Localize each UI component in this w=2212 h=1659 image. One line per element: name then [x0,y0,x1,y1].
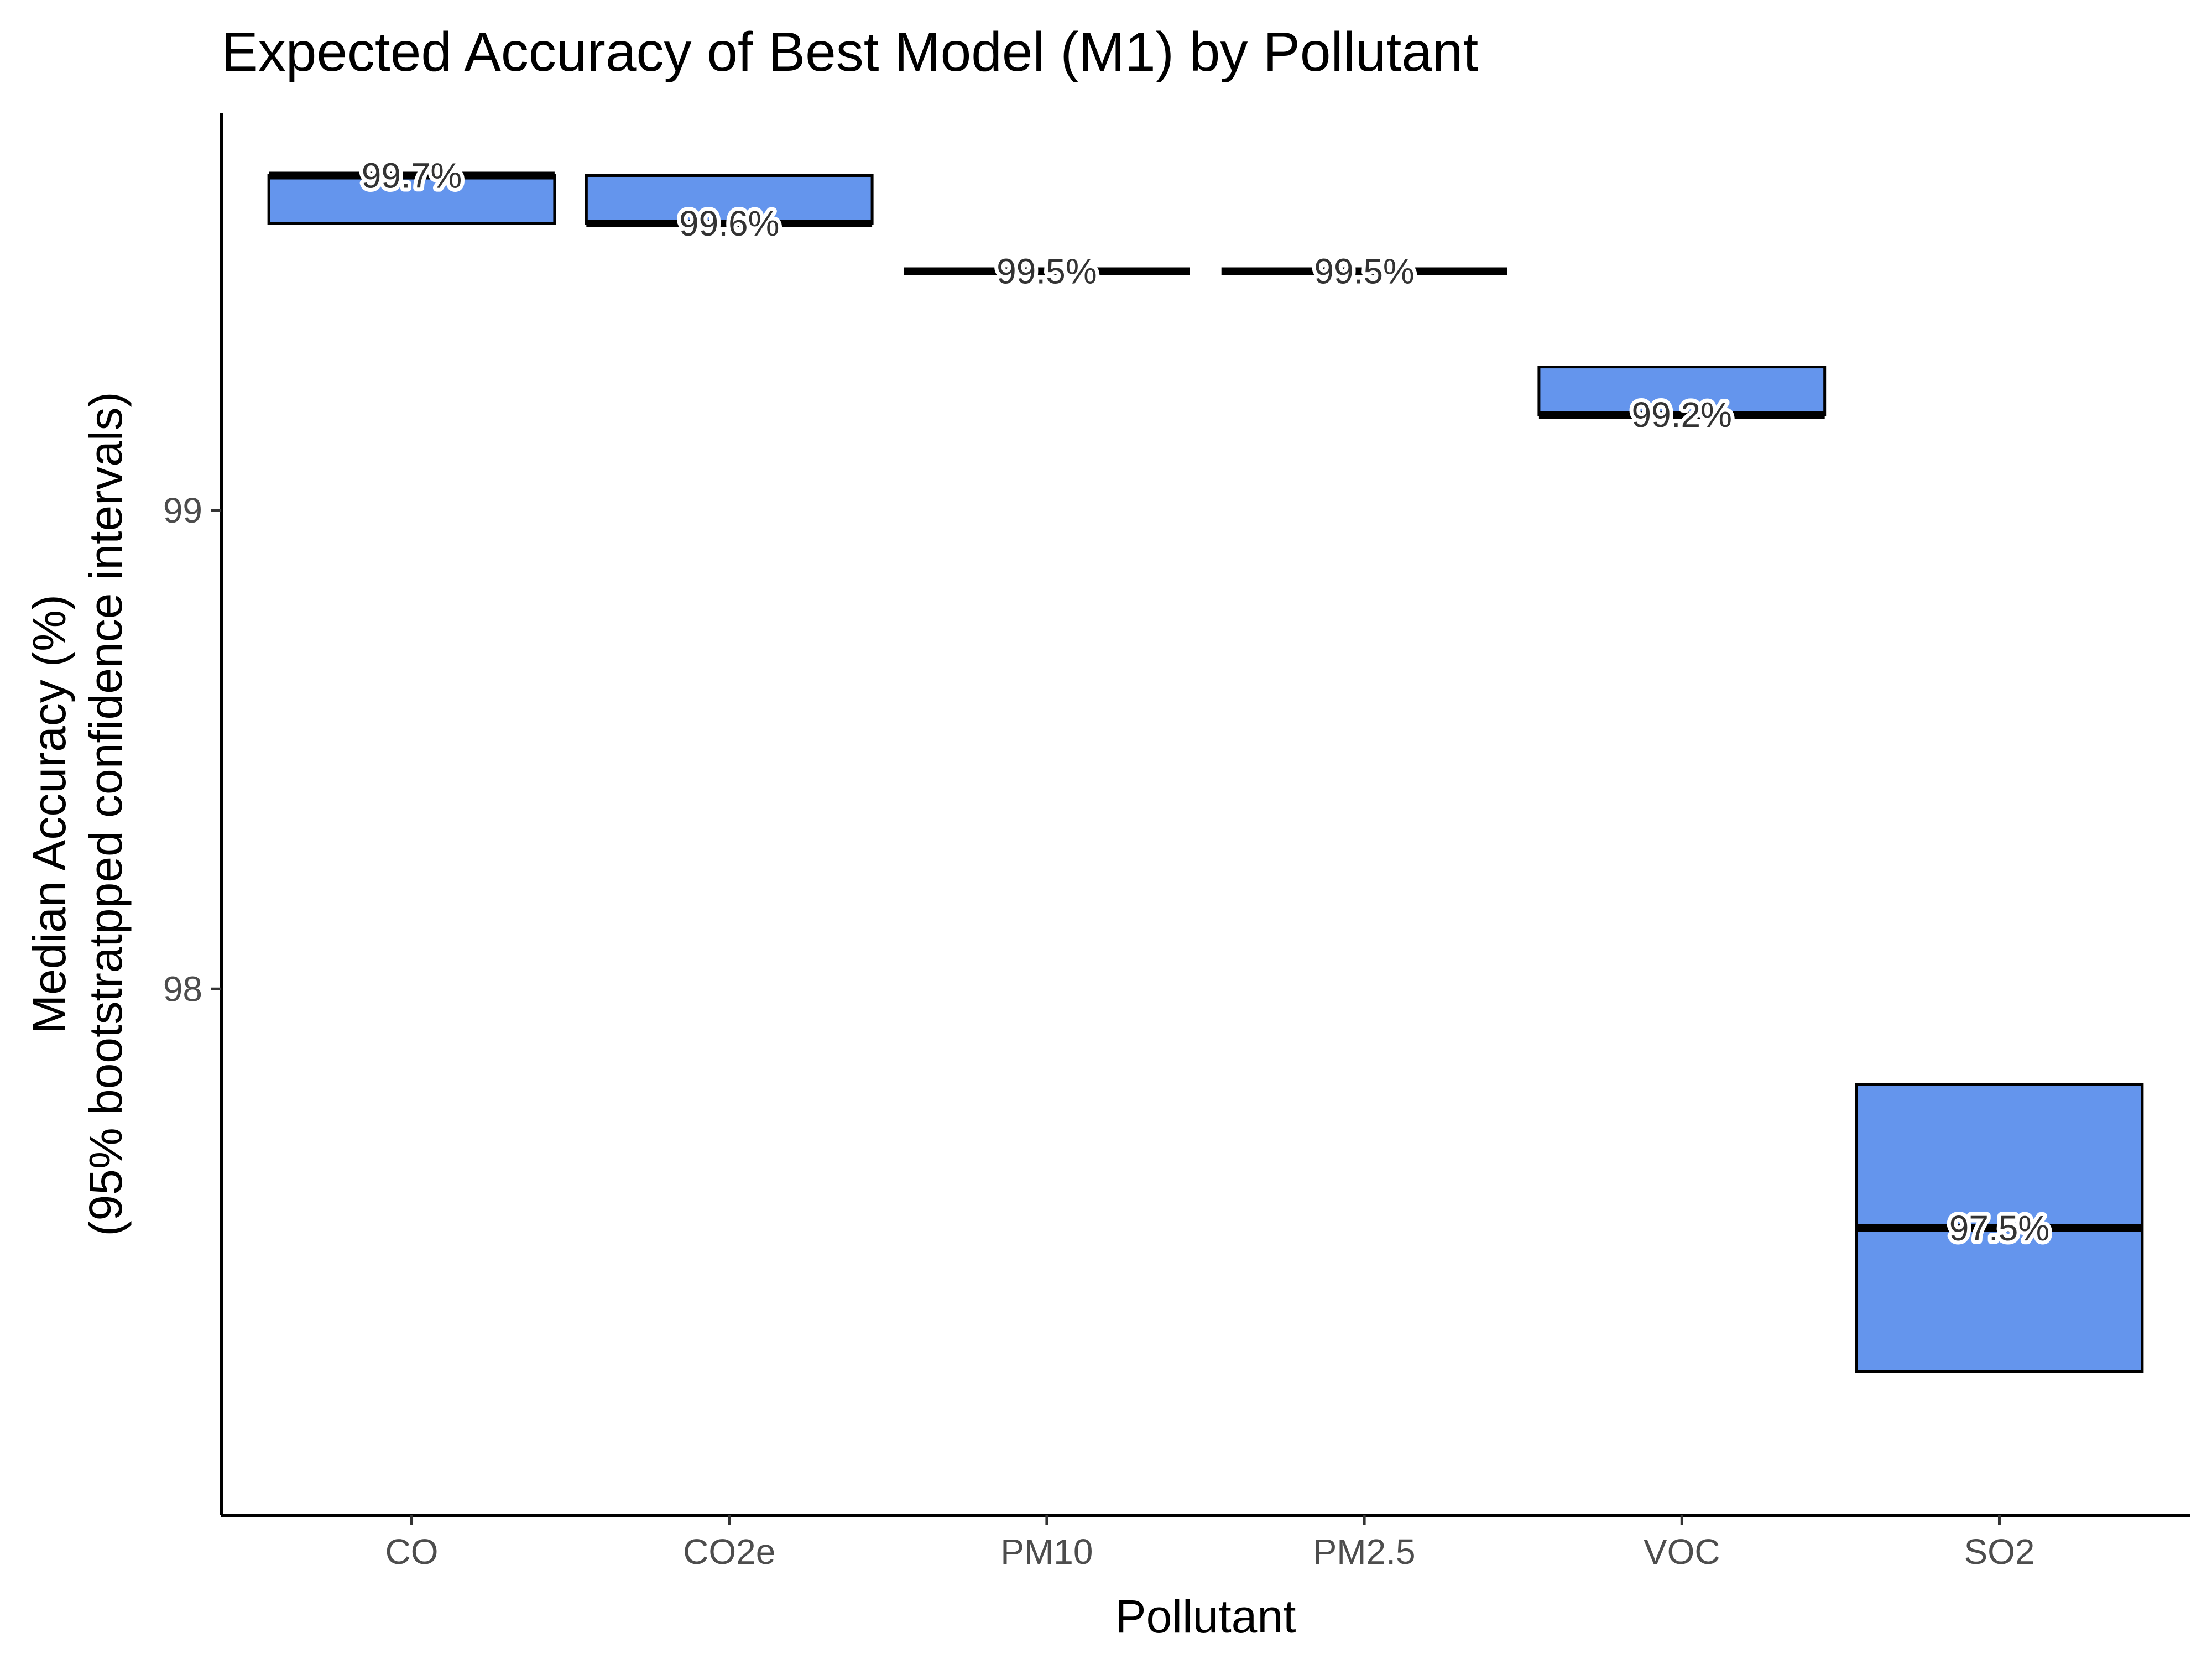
x-tick-label-pm10: PM10 [1000,1532,1093,1572]
y-ticks: 98 99 [163,491,221,1009]
y-axis-title-line1: Median Accuracy (%) [23,594,75,1034]
crossbar-box-co2e [585,174,874,225]
data-label-voc: 99.2% [1632,395,1732,435]
x-tick-label-pm2-5: PM2.5 [1313,1532,1416,1572]
chart-title: Expected Accuracy of Best Model (M1) by … [221,21,1479,83]
y-tick-label-98: 98 [163,969,202,1009]
data-label-so2: 97.5% [1949,1208,2049,1248]
data-label-pm10: 99.5% [997,252,1097,291]
x-tick-label-so2: SO2 [1964,1532,2034,1572]
x-tick-label-co2e: CO2e [683,1532,775,1572]
data-labels: 99.7% 99.6% 99.5% 99.5% 99.2% 97.5% [358,152,2053,1251]
crossbar-box-co [267,174,556,225]
x-axis-title: Pollutant [1115,1590,1296,1642]
crossbars [267,171,2144,1373]
x-tick-label-voc: VOC [1644,1532,1720,1572]
y-axis-title-line2: (95% bootstratpped confidence intervals) [80,392,132,1237]
data-label-pm2-5: 99.5% [1314,252,1414,291]
y-tick-label-99: 99 [163,491,202,530]
data-label-co: 99.7% [362,155,462,195]
x-ticks: CO CO2e PM10 PM2.5 VOC SO2 [385,1515,2035,1572]
data-label-co2e: 99.6% [679,204,779,243]
crossbar-box-voc [1537,366,1827,416]
x-tick-label-co: CO [385,1532,439,1572]
